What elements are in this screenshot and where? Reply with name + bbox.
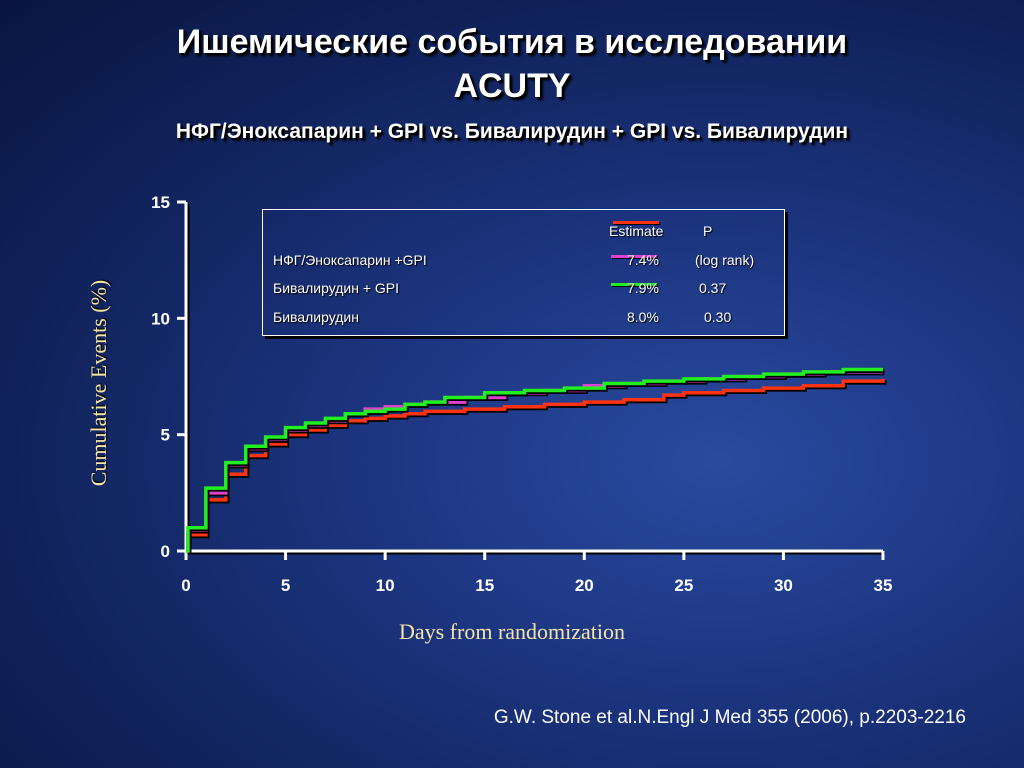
x-tick-label: 10 (376, 576, 395, 595)
series-line (186, 367, 883, 553)
y-tick-label: 0 (161, 542, 170, 561)
x-tick-label: 35 (874, 576, 893, 595)
legend-row-estimate: 8.0% (627, 309, 659, 325)
slide-subtitle: НФГ/Эноксапарин + GPI vs. Бивалирудин + … (175, 120, 849, 143)
x-tick-label: 15 (475, 576, 494, 595)
x-tick-label: 5 (281, 576, 290, 595)
legend-row-estimate: 7.4% (627, 252, 659, 268)
y-tick-label: 10 (151, 309, 170, 328)
slide-title-line2: ACUTY (453, 67, 571, 105)
series-line (186, 370, 883, 553)
series-line-shadow (187, 369, 885, 555)
x-tick-label: 20 (575, 576, 594, 595)
series-line-shadow (187, 371, 885, 555)
x-tick-label: 0 (181, 576, 190, 595)
legend-header-swatch (613, 221, 659, 224)
legend-box: Estimate P НФГ/Эноксапарин +GPI 7.4% (lo… (262, 209, 785, 336)
y-tick-label: 5 (161, 426, 170, 445)
legend-row-label: Бивалирудин (273, 309, 359, 325)
legend-header-p: P (703, 223, 713, 239)
legend-row-swatch (611, 283, 657, 286)
legend-row-label: НФГ/Эноксапарин +GPI (273, 252, 427, 268)
chart-series-layer (186, 367, 887, 555)
citation: G.W. Stone et al.N.Engl J Med 355 (2006)… (493, 707, 966, 728)
legend-row-p: (log rank) (695, 252, 755, 268)
chart-axes: 0 5 10 15 20 25 30 35 0 5 10 15 (151, 193, 892, 595)
legend-row-label: Бивалирудин + GPI (273, 280, 400, 296)
x-tick-label: 25 (674, 576, 693, 595)
y-tick-label: 15 (151, 193, 170, 212)
legend-row-p: 0.37 (699, 280, 727, 296)
y-axis-label: Cumulative Events (%) (86, 280, 111, 487)
x-tick-label: 30 (774, 576, 793, 595)
legend-row-p: 0.30 (704, 309, 732, 325)
legend-row-estimate: 7.9% (627, 280, 659, 296)
x-axis-label: Days from randomization (399, 619, 625, 644)
series-line (186, 378, 885, 553)
legend-header-estimate: Estimate (609, 223, 664, 239)
legend-row-swatch (611, 255, 657, 258)
slide-title-line1: Ишемические события в исследовании (176, 23, 848, 61)
